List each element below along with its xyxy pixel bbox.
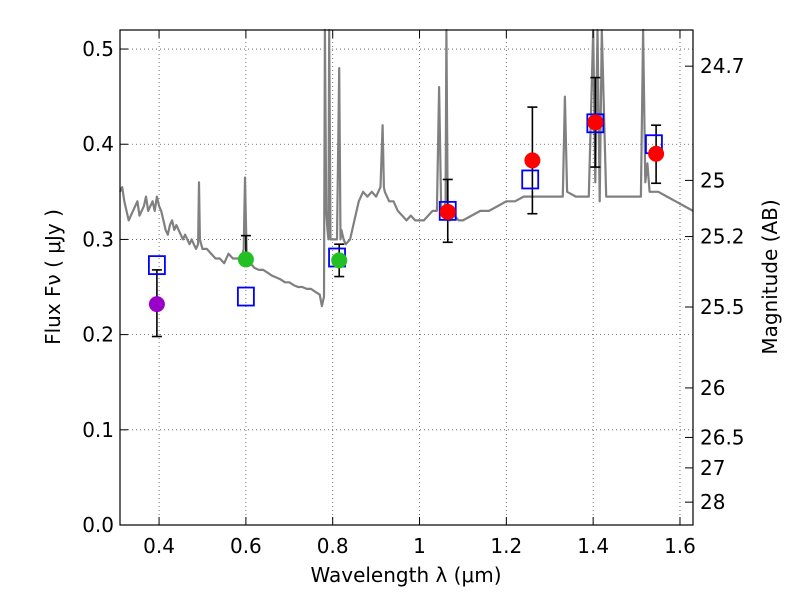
observed-photometry-points — [148, 114, 665, 313]
observed-photometry-point — [237, 251, 254, 268]
x-axis-label: Wavelength λ (μm) — [310, 563, 501, 587]
model-photometry-square — [521, 169, 540, 190]
model-photometry-square — [438, 200, 457, 221]
observed-photometry-point — [148, 296, 165, 313]
right-tick-label: 24.7 — [700, 54, 745, 78]
model-photometry-square — [236, 286, 255, 307]
x-axis-ticks: 0.4 0.6 0.8 1 1.2 1.4 1.6 — [143, 30, 696, 558]
right-tick-label: 26.5 — [700, 425, 745, 449]
y-tick-label: 0.2 — [82, 323, 114, 347]
right-axis-label: Magnitude (AB) — [758, 199, 782, 354]
x-tick-label: 1.4 — [577, 534, 609, 558]
error-bars — [151, 76, 662, 338]
observed-photometry-point — [587, 114, 604, 131]
y-tick-label: 0.4 — [82, 132, 114, 156]
y-tick-label: 0.0 — [82, 513, 114, 537]
model-spectrum-line — [119, 28, 694, 308]
x-tick-label: 0.8 — [317, 534, 349, 558]
observed-photometry-point — [524, 152, 541, 169]
observed-photometry-point — [331, 252, 348, 269]
y-tick-label: 0.5 — [82, 37, 114, 61]
plot-frame — [119, 29, 694, 526]
y-tick-label: 0.1 — [82, 418, 114, 442]
right-axis-ticks: 24.7 25 25.2 25.5 26 26.5 27 28 — [685, 54, 745, 514]
observed-photometry-point — [648, 145, 665, 162]
x-tick-label: 1.2 — [490, 534, 522, 558]
right-tick-label: 25 — [700, 168, 725, 192]
right-tick-label: 27 — [700, 456, 725, 480]
y-axis-ticks: 0.0 0.1 0.2 0.3 0.4 0.5 — [82, 37, 128, 537]
x-tick-label: 1.6 — [664, 534, 696, 558]
right-tick-label: 26 — [700, 376, 725, 400]
model-photometry-points — [147, 113, 663, 307]
x-tick-label: 0.4 — [143, 534, 175, 558]
x-tick-label: 1 — [413, 534, 426, 558]
observed-photometry-point — [439, 203, 456, 220]
y-tick-label: 0.3 — [82, 227, 114, 251]
right-tick-label: 28 — [700, 490, 725, 514]
gridlines — [120, 30, 693, 526]
right-tick-label: 25.5 — [700, 295, 745, 319]
right-tick-label: 25.2 — [700, 225, 745, 249]
model-spectrum — [119, 28, 694, 308]
model-photometry-square — [147, 255, 166, 276]
x-tick-label: 0.6 — [230, 534, 262, 558]
model-photometry-square — [586, 113, 605, 134]
y-axis-label: Flux Fν ( μJy ) — [41, 209, 65, 345]
